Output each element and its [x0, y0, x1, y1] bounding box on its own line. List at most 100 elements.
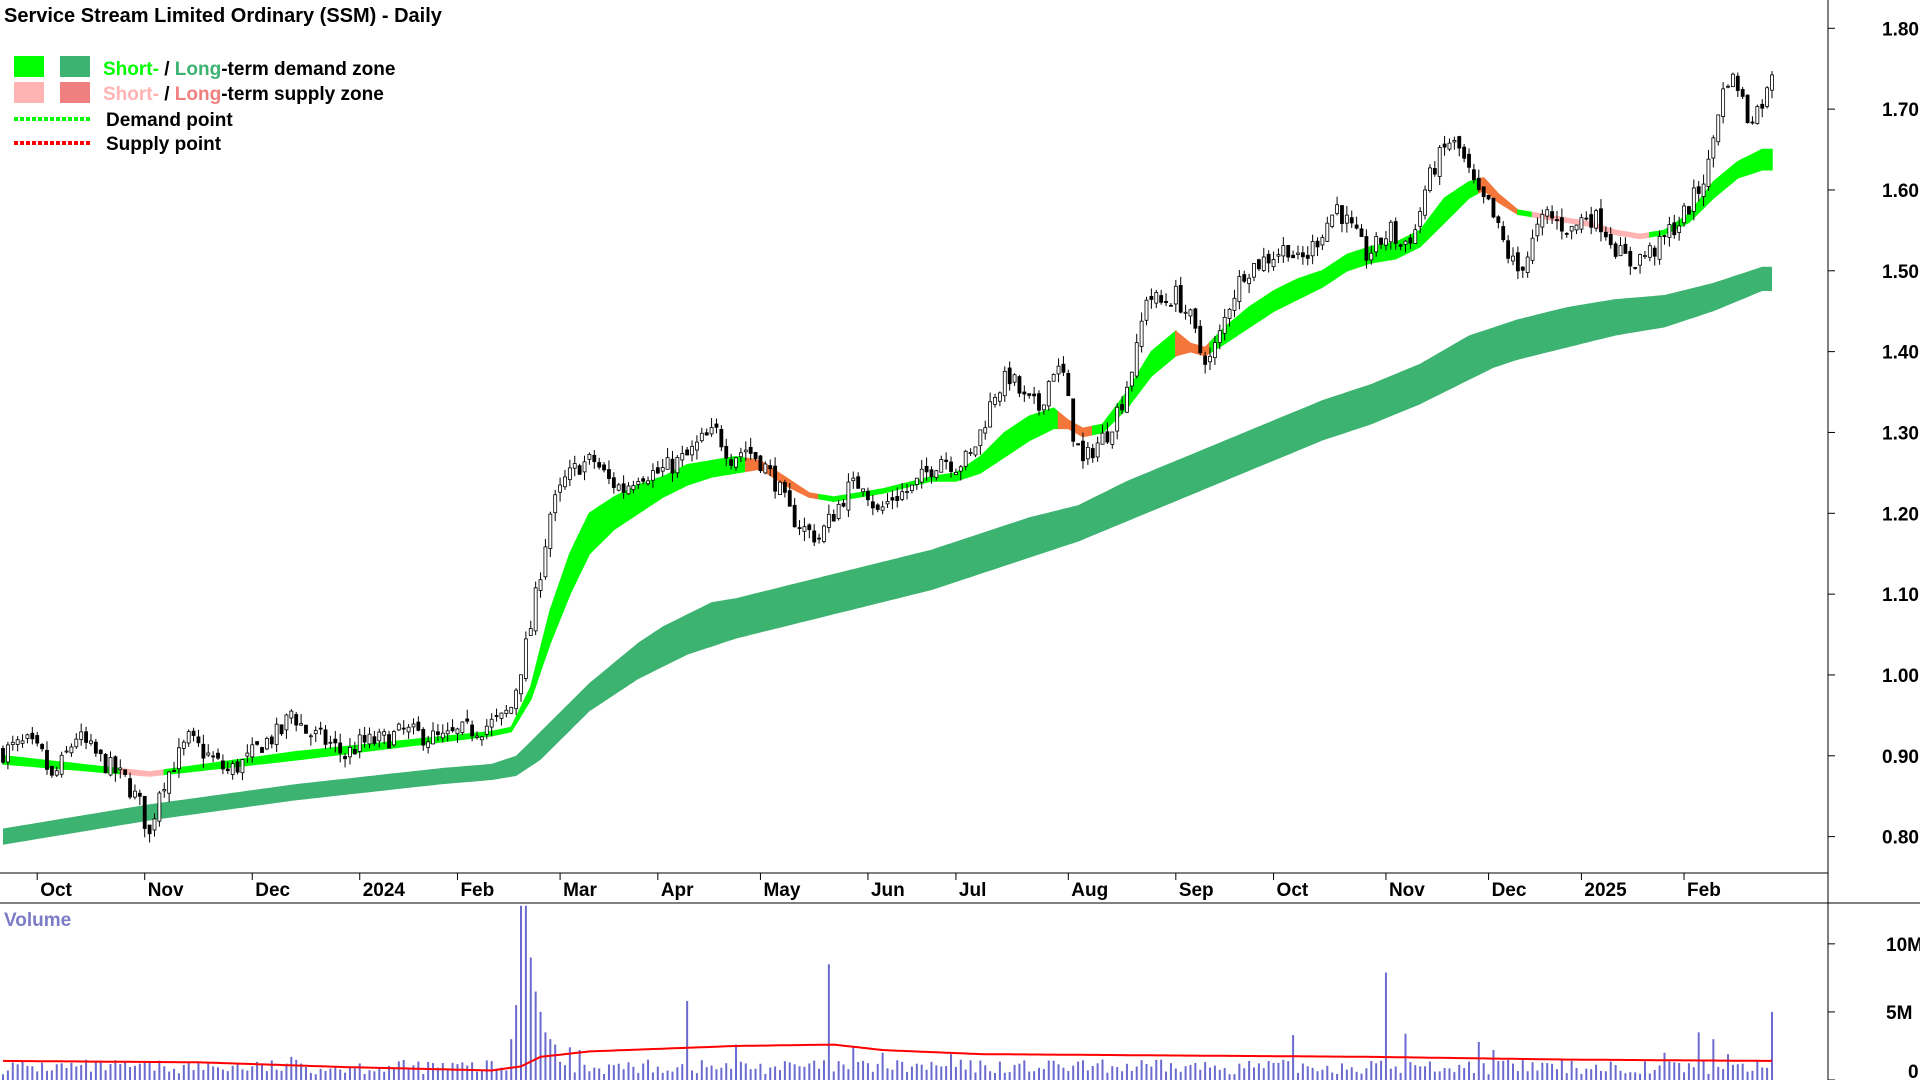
- candle-body-down: [1696, 186, 1701, 194]
- candle-body-up: [1144, 299, 1149, 321]
- candle-body-up: [1452, 139, 1457, 143]
- candle: [1300, 246, 1305, 265]
- candle-body-up: [1418, 211, 1423, 227]
- candle: [1340, 205, 1344, 233]
- candle-body-down: [724, 445, 729, 459]
- candle: [1540, 209, 1545, 236]
- candle: [582, 455, 587, 481]
- date-tick-label: 2025: [1584, 880, 1627, 901]
- candle-body-down: [196, 736, 201, 744]
- candle-body-up: [567, 467, 572, 481]
- candle-body-down: [1349, 217, 1354, 224]
- candle-body-down: [1740, 89, 1745, 97]
- candle: [1203, 351, 1208, 374]
- candle-body-up: [1183, 311, 1188, 314]
- candle-body-down: [1408, 237, 1413, 244]
- candle: [147, 824, 152, 843]
- candle: [655, 461, 660, 475]
- candle: [1296, 245, 1300, 260]
- candle-body-up: [250, 744, 255, 758]
- candle: [695, 435, 699, 460]
- candle: [944, 452, 949, 470]
- candle: [685, 446, 690, 456]
- candle-body-up: [1222, 317, 1227, 334]
- candle-body-down: [49, 765, 54, 776]
- candle-body-down: [714, 423, 719, 428]
- candle: [1638, 253, 1642, 274]
- candle: [934, 469, 939, 481]
- candle-body-down: [1159, 295, 1164, 303]
- candle-body-up: [1154, 292, 1159, 304]
- candle: [1100, 424, 1105, 445]
- candle: [787, 483, 792, 507]
- candle-body-up: [709, 427, 714, 435]
- candle: [245, 744, 250, 763]
- candle: [1755, 104, 1760, 125]
- candle-body-down: [1550, 211, 1555, 219]
- candle-body-up: [1012, 374, 1017, 383]
- legend-supply-point: Supply point: [106, 134, 222, 155]
- candle-body-up: [1374, 236, 1379, 253]
- candle: [294, 711, 299, 732]
- candle-body-up: [973, 446, 978, 456]
- candle: [988, 392, 993, 428]
- candle-body-up: [1437, 147, 1442, 177]
- candle: [1325, 216, 1330, 242]
- candle-body-down: [1628, 251, 1633, 267]
- candle-body-down: [1471, 169, 1476, 181]
- candle-body-down: [465, 718, 470, 722]
- candle-body-down: [318, 727, 323, 730]
- candle-body-down: [782, 481, 787, 493]
- candle-body-up: [563, 476, 567, 488]
- candle-body-up: [69, 746, 74, 754]
- candle-body-up: [25, 734, 30, 739]
- candle-body-up: [1335, 204, 1339, 214]
- price-tick-label: 1.30: [1882, 423, 1919, 444]
- candle-body-up: [118, 767, 123, 771]
- candle-body-down: [225, 768, 230, 772]
- candle-body-down: [1467, 153, 1471, 168]
- price-tick-label: 1.50: [1882, 262, 1919, 283]
- candle-body-down: [1286, 245, 1291, 258]
- candle: [1511, 247, 1515, 266]
- candle-body-up: [953, 472, 958, 476]
- candle: [479, 735, 484, 746]
- candle: [900, 482, 905, 502]
- candle-body-up: [699, 432, 704, 442]
- candle: [641, 476, 646, 485]
- candle-body-up: [392, 731, 396, 746]
- candle: [587, 452, 592, 465]
- candle: [1515, 246, 1520, 280]
- candle-body-down: [1584, 217, 1589, 220]
- long-term-demand-zone: [3, 266, 1772, 845]
- candle-body-down: [142, 795, 147, 829]
- candle-body-down: [98, 749, 103, 755]
- candle: [1252, 262, 1256, 282]
- candle: [665, 448, 670, 470]
- candle-body-up: [64, 750, 69, 753]
- candle-body-up: [519, 674, 523, 695]
- candle: [1354, 216, 1359, 230]
- candle-body-down: [255, 741, 260, 745]
- candle: [250, 737, 255, 763]
- candle: [773, 457, 778, 499]
- candle-body-up: [509, 707, 514, 714]
- candle-body-up: [743, 449, 748, 453]
- candle: [406, 724, 411, 739]
- candle: [1022, 385, 1027, 402]
- short-term-supply-zone-3: [745, 457, 820, 500]
- candle: [304, 724, 308, 734]
- candle-body-down: [1515, 252, 1520, 272]
- candle-body-up: [289, 710, 294, 719]
- short-term-supply-zone-5: [1057, 410, 1094, 438]
- candle-body-up: [15, 739, 20, 745]
- candle-body-up: [10, 741, 15, 745]
- candle: [797, 520, 802, 536]
- volume-tick-label: 5M: [1886, 1003, 1912, 1024]
- candle-body-up: [738, 452, 743, 458]
- candle: [616, 482, 621, 492]
- date-tick-label: Sep: [1179, 880, 1214, 901]
- candle: [118, 759, 123, 779]
- candle: [1041, 404, 1046, 415]
- candle-body-up: [1657, 236, 1662, 260]
